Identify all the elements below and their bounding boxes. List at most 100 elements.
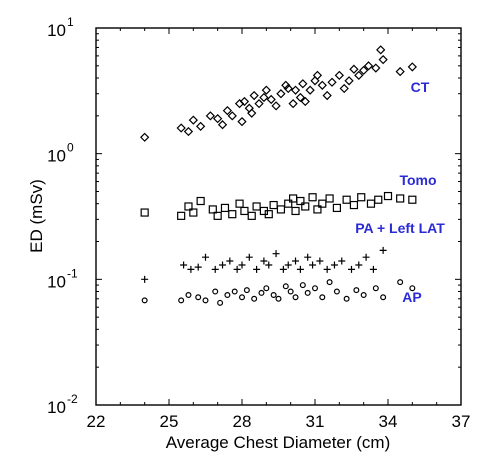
data-point-plus xyxy=(253,265,261,273)
data-point-circle xyxy=(292,294,299,301)
x-tick-label: 25 xyxy=(160,412,179,431)
data-point-plus xyxy=(233,265,241,273)
data-point-diamond xyxy=(261,85,271,95)
data-point-diamond xyxy=(205,111,216,121)
data-point-diamond xyxy=(395,66,405,77)
data-point-plus xyxy=(226,257,234,265)
data-point-square xyxy=(374,195,383,204)
data-point-square xyxy=(220,203,230,213)
data-point-circle xyxy=(304,289,311,296)
data-point-square xyxy=(357,193,366,202)
data-point-plus xyxy=(272,250,280,258)
axis-ticks xyxy=(95,28,462,406)
series-label: Tomo xyxy=(399,172,436,188)
data-point-circle xyxy=(224,292,231,299)
data-point-square xyxy=(213,211,222,220)
x-tick-label: 34 xyxy=(379,412,398,431)
data-point-circle xyxy=(263,285,270,292)
data-point-diamond xyxy=(339,83,349,94)
data-point-circle xyxy=(185,292,192,299)
data-point-square xyxy=(276,205,286,214)
data-point-plus xyxy=(355,261,363,269)
y-axis-title: ED (mSv) xyxy=(27,179,46,253)
data-point-plus xyxy=(238,261,246,269)
data-point-square xyxy=(184,202,193,211)
data-point-diamond xyxy=(322,90,332,101)
y-tick-exponent: -2 xyxy=(67,392,78,406)
data-point-plus xyxy=(323,265,331,273)
data-point-plus xyxy=(304,253,312,261)
data-point-circle xyxy=(202,297,209,304)
data-point-diamond xyxy=(317,80,327,90)
data-point-diamond xyxy=(237,116,247,127)
data-point-circle xyxy=(141,297,148,304)
data-point-circle xyxy=(319,294,326,301)
data-point-circle xyxy=(212,288,219,295)
data-point-plus xyxy=(379,246,387,254)
data-point-plus xyxy=(296,265,304,273)
data-point-plus xyxy=(245,253,253,261)
data-point-square xyxy=(308,193,317,202)
data-point-diamond xyxy=(283,83,293,94)
x-tick-label: 22 xyxy=(87,412,106,431)
data-point-diamond xyxy=(140,132,150,142)
y-tick-label: 10 xyxy=(47,147,66,166)
data-point-circle xyxy=(178,297,185,304)
series-label: CT xyxy=(411,79,430,95)
data-point-square xyxy=(313,205,322,214)
data-point-square xyxy=(264,210,273,219)
series-labels: CT Tomo PA + Left LAT AP xyxy=(355,79,445,305)
data-point-circle xyxy=(282,283,289,290)
x-axis-title: Average Chest Diameter (cm) xyxy=(166,433,391,452)
data-point-plus xyxy=(284,261,292,269)
data-point-plus xyxy=(202,253,209,261)
data-point-circle xyxy=(353,287,360,294)
data-point-square xyxy=(396,194,405,203)
data-point-square xyxy=(383,191,393,201)
y-tick-exponent: 1 xyxy=(67,15,74,29)
data-point-diamond xyxy=(327,77,337,87)
series-label: AP xyxy=(402,289,421,305)
data-point-plus xyxy=(362,253,370,261)
data-point-square xyxy=(140,208,149,217)
data-point-square xyxy=(366,199,376,208)
data-point-circle xyxy=(372,285,379,292)
data-point-square xyxy=(235,199,244,208)
data-point-square xyxy=(349,200,359,210)
data-point-plus xyxy=(369,265,377,273)
y-tick-exponent: -1 xyxy=(67,266,78,280)
data-point-diamond xyxy=(300,96,310,107)
data-point-square xyxy=(296,196,305,206)
x-tick-label: 31 xyxy=(306,412,325,431)
data-point-plus xyxy=(187,265,195,273)
data-point-square xyxy=(177,211,186,220)
data-point-diamond xyxy=(290,85,301,95)
data-point-diamond xyxy=(259,92,269,103)
data-point-circle xyxy=(270,292,277,299)
data-point-plus xyxy=(279,265,287,273)
data-point-square xyxy=(252,202,261,211)
data-point-circle xyxy=(195,294,202,301)
data-point-plus xyxy=(316,257,324,265)
data-point-square xyxy=(291,206,300,216)
data-point-circle xyxy=(243,287,250,294)
data-point-diamond xyxy=(344,76,354,86)
data-point-diamond xyxy=(407,62,417,72)
data-point-diamond xyxy=(244,103,254,113)
data-point-circle xyxy=(287,288,294,295)
data-point-plus xyxy=(180,261,188,269)
data-point-circle xyxy=(380,294,387,301)
data-point-square xyxy=(318,199,327,208)
data-point-square xyxy=(240,206,249,216)
data-point-diamond xyxy=(298,79,308,89)
data-point-diamond xyxy=(276,89,286,99)
data-point-circle xyxy=(239,294,246,301)
data-point-circle xyxy=(360,292,367,299)
data-point-plus xyxy=(330,261,338,269)
data-point-plus xyxy=(338,257,346,265)
data-point-circle xyxy=(258,289,265,296)
data-point-diamond xyxy=(239,96,250,107)
data-point-plus xyxy=(211,265,219,273)
data-point-circle xyxy=(217,299,224,306)
data-point-circle xyxy=(343,295,350,302)
